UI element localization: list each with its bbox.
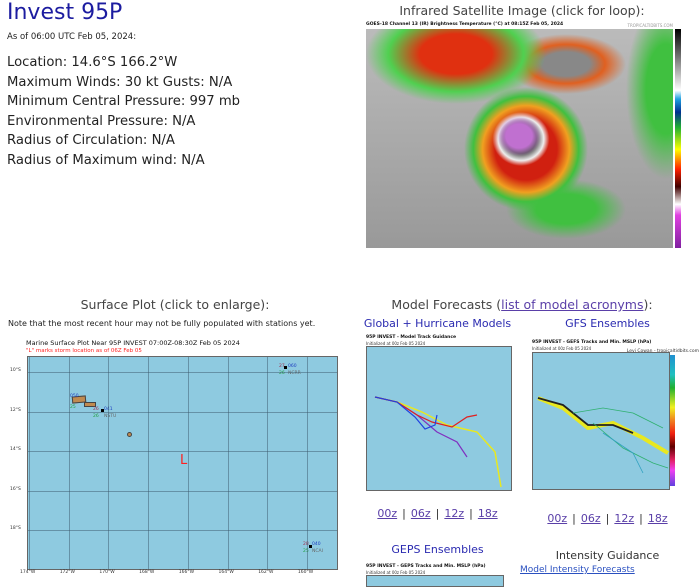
as-of-timestamp: As of 06:00 UTC Feb 05, 2024:: [7, 32, 137, 42]
station-id: NCRR: [288, 371, 301, 376]
gridline-lon: [306, 357, 308, 569]
gridline-lon: [108, 357, 110, 569]
lon-tick-label: 170°W: [99, 570, 115, 575]
intensity-guidance-heading: Intensity Guidance: [555, 549, 660, 562]
storm-location: Location: 14.6°S 166.2°W: [7, 55, 178, 70]
lat-tick-label: 16°S: [10, 486, 21, 492]
global-run-06z[interactable]: 06z: [410, 507, 431, 520]
global-image-subtitle: Initialized at 00z Feb 05 2024: [366, 341, 426, 346]
models-heading: Model Forecasts (list of model acronyms)…: [345, 297, 699, 312]
station-id: NCAI: [312, 549, 323, 554]
station-temp: 27: [279, 364, 285, 369]
models-heading-prefix: Model Forecasts (: [391, 297, 502, 312]
storm-min-pressure: Minimum Central Pressure: 997 mb: [7, 94, 241, 109]
model-intensity-forecasts-link[interactable]: Model Intensity Forecasts: [520, 565, 635, 575]
satellite-heading: Infrared Satellite Image (click for loop…: [399, 3, 645, 18]
storm-radius-circulation: Radius of Circulation: N/A: [7, 133, 175, 148]
satellite-colorbar: [675, 29, 681, 248]
gfs-run-links: 00z | 06z | 12z | 18z: [547, 512, 668, 525]
station-dewpoint: 26: [279, 371, 285, 376]
satellite-image: [366, 29, 673, 248]
gridline-lon: [68, 357, 70, 569]
station-dewpoint: 25: [70, 405, 76, 410]
gridline-lat: [28, 490, 337, 492]
station-pressure: 041: [104, 407, 113, 412]
gridline-lon: [29, 357, 30, 569]
storm-env-pressure: Environmental Pressure: N/A: [7, 113, 196, 129]
gridline-lon: [267, 357, 269, 569]
gridline-lon: [148, 357, 150, 569]
storm-max-winds: Maximum Winds: 30 kt Gusts: N/A: [7, 74, 233, 90]
gridline-lon: [187, 357, 189, 569]
station-pressure: 040: [312, 542, 321, 547]
surface-image-subtitle: "L" marks storm location as of 06Z Feb 0…: [26, 348, 142, 354]
gfs-ensembles-image[interactable]: [532, 352, 670, 490]
geps-ensembles-heading: GEPS Ensembles: [391, 543, 484, 556]
surface-credit: Levi Cowan - tropicaltidbits.com: [627, 349, 699, 354]
gridline-lat: [28, 411, 337, 413]
gridline-lat: [28, 372, 337, 373]
lon-tick-label: 160°W: [297, 570, 314, 575]
island-niue: [127, 432, 132, 437]
geps-image-subtitle: Initialized at 00z Feb 05 2024: [366, 570, 426, 575]
gridline-lat: [28, 451, 337, 452]
gfs-run-06z[interactable]: 06z: [580, 512, 601, 525]
storm-radius-max-wind: Radius of Maximum wind: N/A: [7, 152, 205, 168]
storm-location-marker: L: [180, 453, 188, 468]
lon-tick-label: 166°W: [178, 570, 195, 575]
global-run-12z[interactable]: 12z: [444, 507, 465, 520]
station-temp: 26: [93, 407, 99, 412]
island-upolu: [84, 402, 96, 407]
gfs-image-title: 95P INVEST - GEFS Tracks and Min. MSLP (…: [532, 340, 652, 345]
lat-tick-label: 14°S: [10, 447, 21, 452]
gfs-run-12z[interactable]: 12z: [614, 512, 635, 525]
gfs-run-00z[interactable]: 00z: [547, 512, 568, 525]
lon-tick-label: 172°W: [59, 570, 75, 575]
geps-image-title: 95P INVEST - GEPS Tracks and Min. MSLP (…: [366, 564, 486, 569]
geps-ensembles-image[interactable]: [366, 575, 504, 587]
global-image-title: 95P INVEST - Model Track Guidance: [366, 335, 457, 340]
lon-tick-label: 174°W: [20, 570, 36, 575]
lon-tick-label: 162°W: [258, 570, 274, 575]
satellite-credit: TROPICALTIDBITS.COM: [627, 23, 673, 28]
surface-image-title: Marine Surface Plot Near 95P INVEST 07:0…: [26, 339, 240, 347]
storm-title: Invest 95P: [7, 0, 123, 25]
lon-tick-label: 164°W: [218, 570, 234, 575]
gfs-run-18z[interactable]: 18z: [647, 512, 668, 525]
global-models-image[interactable]: [366, 346, 512, 491]
global-run-links: 00z | 06z | 12z | 18z: [377, 507, 498, 520]
station-dewpoint: 26: [93, 414, 99, 419]
lat-tick-label: 10°S: [10, 368, 21, 373]
surface-note: Note that the most recent hour may not b…: [8, 319, 316, 328]
lon-tick-label: 168°W: [139, 570, 155, 575]
satellite-image-link[interactable]: GOES-18 Channel 13 (IR) Brightness Tempe…: [362, 22, 687, 254]
models-heading-suffix: ):: [643, 297, 653, 312]
surface-map[interactable]: L 26 041 26 NSTU 27 060 26 NCRR 28 040 2…: [27, 356, 338, 570]
station-dewpoint: 25: [303, 549, 309, 554]
gridline-lat: [28, 530, 337, 531]
lat-tick-label: 18°S: [10, 526, 21, 531]
global-run-18z[interactable]: 18z: [477, 507, 498, 520]
global-run-00z[interactable]: 00z: [377, 507, 398, 520]
global-models-heading: Global + Hurricane Models: [363, 317, 512, 330]
gridline-lon: [227, 357, 229, 569]
station-temp: 28: [303, 542, 309, 547]
gfs-pressure-colorbar: [670, 355, 675, 486]
station-id: NSTU: [104, 414, 117, 419]
satellite-image-title: GOES-18 Channel 13 (IR) Brightness Tempe…: [366, 22, 564, 27]
station-pressure: 060: [288, 364, 297, 369]
surface-heading: Surface Plot (click to enlarge):: [80, 297, 270, 312]
station-pressure: 050: [70, 394, 79, 399]
gfs-ensembles-heading: GFS Ensembles: [565, 317, 650, 330]
lat-tick-label: 12°S: [10, 407, 21, 413]
model-acronyms-link[interactable]: list of model acronyms: [501, 297, 644, 312]
gfs-image-subtitle: Initialized at 00z Feb 05 2024: [532, 346, 592, 351]
